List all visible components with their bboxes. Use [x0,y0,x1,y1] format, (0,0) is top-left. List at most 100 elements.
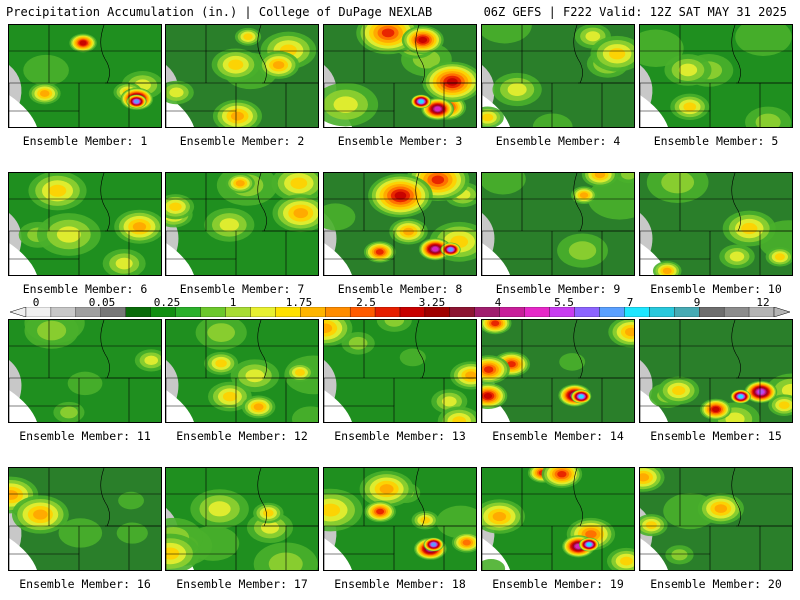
colorbar-segment [150,307,176,317]
ensemble-member-label: Ensemble Member: 15 [650,429,782,443]
ensemble-map-16 [8,467,162,571]
colorbar-segment [374,307,401,317]
ensemble-map-7 [165,172,319,276]
precip-map [166,320,318,422]
precip-map [324,25,476,127]
ensemble-member-label: Ensemble Member: 19 [492,577,624,591]
ensemble-map-15 [639,319,793,423]
ensemble-member-label: Ensemble Member: 10 [650,282,782,296]
colorbar-tick-label: 12 [756,296,770,309]
colorbar-segment [225,307,251,317]
precip-map [9,173,161,275]
ensemble-member-label: Ensemble Member: 12 [176,429,308,443]
colorbar-segment [424,307,451,317]
ensemble-map-14 [481,319,635,423]
colorbar-segment [624,307,650,317]
precip-map [482,173,634,275]
precip-map [9,468,161,570]
colorbar-segment [474,307,500,317]
ensemble-member-label: Ensemble Member: 16 [19,577,151,591]
colorbar-tick-label: 0.25 [153,296,181,309]
colorbar-segment [499,307,525,317]
ensemble-map-10 [639,172,793,276]
ensemble-map-11 [8,319,162,423]
ensemble-member-label: Ensemble Member: 4 [495,134,621,148]
colorbar-segment [748,307,775,317]
ensemble-map-1 [8,24,162,128]
colorbar [10,307,790,317]
ensemble-map-3 [323,24,477,128]
precip-map [640,468,792,570]
ensemble-member-label: Ensemble Member: 14 [492,429,624,443]
precip-map [640,25,792,127]
colorbar-segment [250,307,276,317]
precip-map [166,25,318,127]
ensemble-map-4 [481,24,635,128]
chart-title: Precipitation Accumulation (in.) | Colle… [6,5,433,19]
precip-map [324,468,476,570]
colorbar-segment [599,307,625,317]
precip-map [324,173,476,275]
precip-map [166,468,318,570]
colorbar-segment [100,307,126,317]
colorbar-segment [325,307,351,317]
colorbar-segment [524,307,550,317]
ensemble-member-label: Ensemble Member: 8 [337,282,463,296]
colorbar-segment [300,307,326,317]
colorbar-tick-label: 1 [229,296,237,309]
ensemble-member-label: Ensemble Member: 6 [22,282,148,296]
ensemble-map-17 [165,467,319,571]
colorbar-segment [275,307,301,317]
colorbar-tick-label: 9 [693,296,701,309]
ensemble-map-19 [481,467,635,571]
ensemble-member-label: Ensemble Member: 3 [337,134,463,148]
ensemble-map-5 [639,24,793,128]
precip-map [324,320,476,422]
colorbar-tick-label: 7 [626,296,634,309]
ensemble-member-label: Ensemble Member: 7 [179,282,305,296]
ensemble-member-label: Ensemble Member: 13 [334,429,466,443]
colorbar-segment [175,307,201,317]
ensemble-member-label: Ensemble Member: 17 [176,577,308,591]
colorbar-tick-label: 3.25 [418,296,446,309]
ensemble-member-label: Ensemble Member: 18 [334,577,466,591]
precip-map [482,468,634,570]
precip-map [482,25,634,127]
colorbar-tick-label: 1.75 [285,296,313,309]
colorbar-tick-label: 4 [494,296,502,309]
precip-map [166,173,318,275]
run-info: 06Z GEFS | F222 Valid: 12Z SAT MAY 31 20… [483,5,787,19]
ensemble-member-label: Ensemble Member: 1 [22,134,148,148]
ensemble-member-label: Ensemble Member: 9 [495,282,621,296]
colorbar-tick-label: 0.05 [88,296,116,309]
colorbar-segment [25,307,52,317]
colorbar-tick-label: 0 [32,296,40,309]
colorbar-segment [549,307,575,317]
colorbar-segment [649,307,675,317]
colorbar-segment [699,307,725,317]
colorbar-segment [50,307,77,317]
ensemble-member-label: Ensemble Member: 11 [19,429,151,443]
ensemble-map-18 [323,467,477,571]
ensemble-map-13 [323,319,477,423]
colorbar-segment [75,307,101,317]
precip-map [640,320,792,422]
colorbar-segment [674,307,700,317]
ensemble-member-label: Ensemble Member: 20 [650,577,782,591]
precip-map [9,25,161,127]
ensemble-map-12 [165,319,319,423]
ensemble-map-6 [8,172,162,276]
ensemble-map-2 [165,24,319,128]
ensemble-member-label: Ensemble Member: 2 [179,134,305,148]
precip-map [482,320,634,422]
colorbar-segment [125,307,151,317]
colorbar-segment [349,307,376,317]
precip-map [9,320,161,422]
colorbar-segment [449,307,475,317]
colorbar-tick-label: 2.5 [356,296,376,309]
colorbar-segment [723,307,750,317]
colorbar-segment [574,307,600,317]
colorbar-tick-label: 5.5 [554,296,574,309]
colorbar-segment [399,307,426,317]
precip-map [640,173,792,275]
